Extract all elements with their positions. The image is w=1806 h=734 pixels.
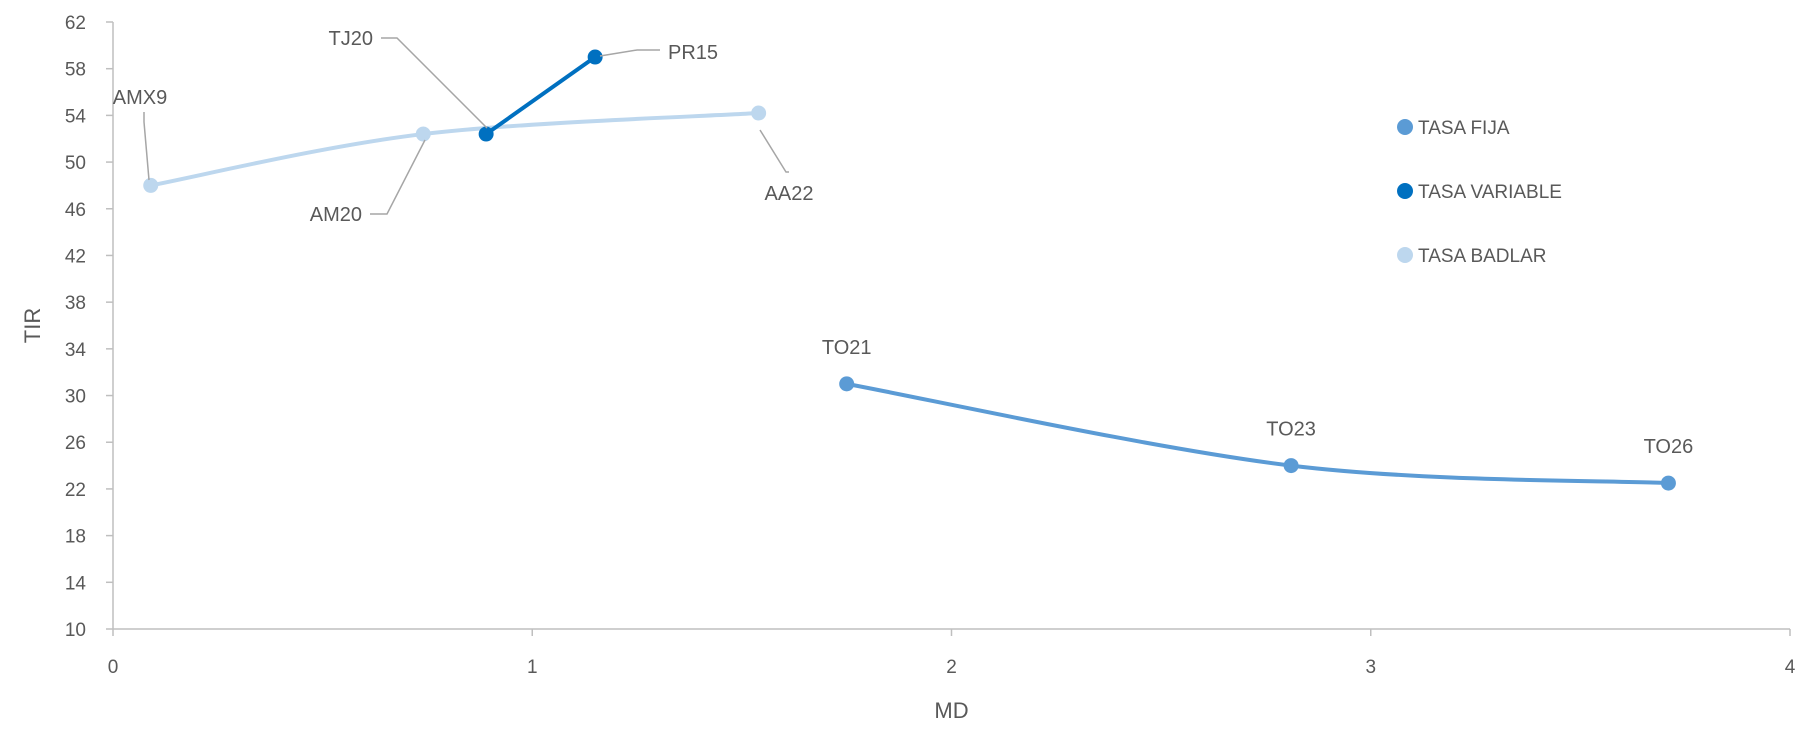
- data-point-tj20: [478, 126, 494, 142]
- y-tick-label: 18: [65, 527, 86, 548]
- legend-marker-tasa-badlar: [1397, 247, 1413, 263]
- y-tick-label: 26: [65, 433, 86, 454]
- y-tick-label: 30: [65, 387, 86, 408]
- legend-label-tasa-variable: TASA VARIABLE: [1418, 182, 1562, 203]
- leader-line-aa22: [759, 129, 789, 173]
- legend-marker-tasa-variable: [1397, 183, 1413, 199]
- y-tick-label: 38: [65, 293, 86, 314]
- y-tick-label: 22: [65, 480, 86, 501]
- y-tick-label: 62: [65, 13, 86, 34]
- data-label-amx9: AMX9: [113, 87, 167, 109]
- y-tick-label: 46: [65, 200, 86, 221]
- data-point-to23: [1283, 458, 1299, 474]
- series-line-tasa-fija: [844, 381, 1671, 486]
- data-point-to26: [1660, 475, 1676, 491]
- data-point-aa22: [751, 105, 767, 121]
- data-label-am20: AM20: [310, 204, 362, 226]
- legend: TASA FIJA TASA VARIABLE TASA BADLAR: [1397, 118, 1562, 267]
- y-axis-title: TIR: [20, 308, 45, 343]
- leader-line-amx9: [143, 112, 150, 181]
- data-point-am20: [415, 126, 431, 142]
- data-label-to26: TO26: [1644, 436, 1694, 458]
- data-point-pr15: [587, 49, 603, 65]
- data-labels: TO21 TO23 TO26 TJ20 PR15 AMX9 AM20 AA22: [113, 28, 1693, 458]
- x-tick-label: 4: [1785, 657, 1796, 678]
- legend-marker-tasa-fija: [1397, 119, 1413, 135]
- data-label-tj20: TJ20: [329, 28, 373, 50]
- data-point-amx9: [143, 177, 159, 193]
- x-tick-label: 0: [108, 657, 119, 678]
- y-tick-label: 50: [65, 153, 86, 174]
- series-line-tasa-badlar: [148, 111, 761, 188]
- y-tick-label: 58: [65, 60, 86, 81]
- y-tick-label: 14: [65, 573, 87, 594]
- data-point-to21: [839, 376, 855, 392]
- data-label-to21: TO21: [822, 337, 872, 359]
- x-tick-label: 3: [1365, 657, 1376, 678]
- legend-label-tasa-fija: TASA FIJA: [1418, 118, 1510, 139]
- y-tick-label: 42: [65, 246, 86, 267]
- series-layer: [143, 49, 1676, 491]
- data-label-to23: TO23: [1266, 419, 1316, 441]
- leader-line-am20: [370, 139, 426, 215]
- x-tick-label: 1: [527, 657, 538, 678]
- y-tick-label: 10: [65, 620, 86, 641]
- data-label-aa22: AA22: [765, 183, 814, 205]
- data-label-pr15: PR15: [668, 42, 718, 64]
- x-axis-title: MD: [934, 698, 968, 723]
- leader-line-tj20: [381, 37, 488, 129]
- x-tick-label: 2: [946, 657, 957, 678]
- legend-label-tasa-badlar: TASA BADLAR: [1418, 246, 1546, 267]
- y-tick-label: 34: [65, 340, 87, 361]
- series-line-tasa-variable: [484, 55, 598, 137]
- leader-line-pr15: [599, 49, 660, 57]
- y-tick-label: 54: [65, 106, 87, 127]
